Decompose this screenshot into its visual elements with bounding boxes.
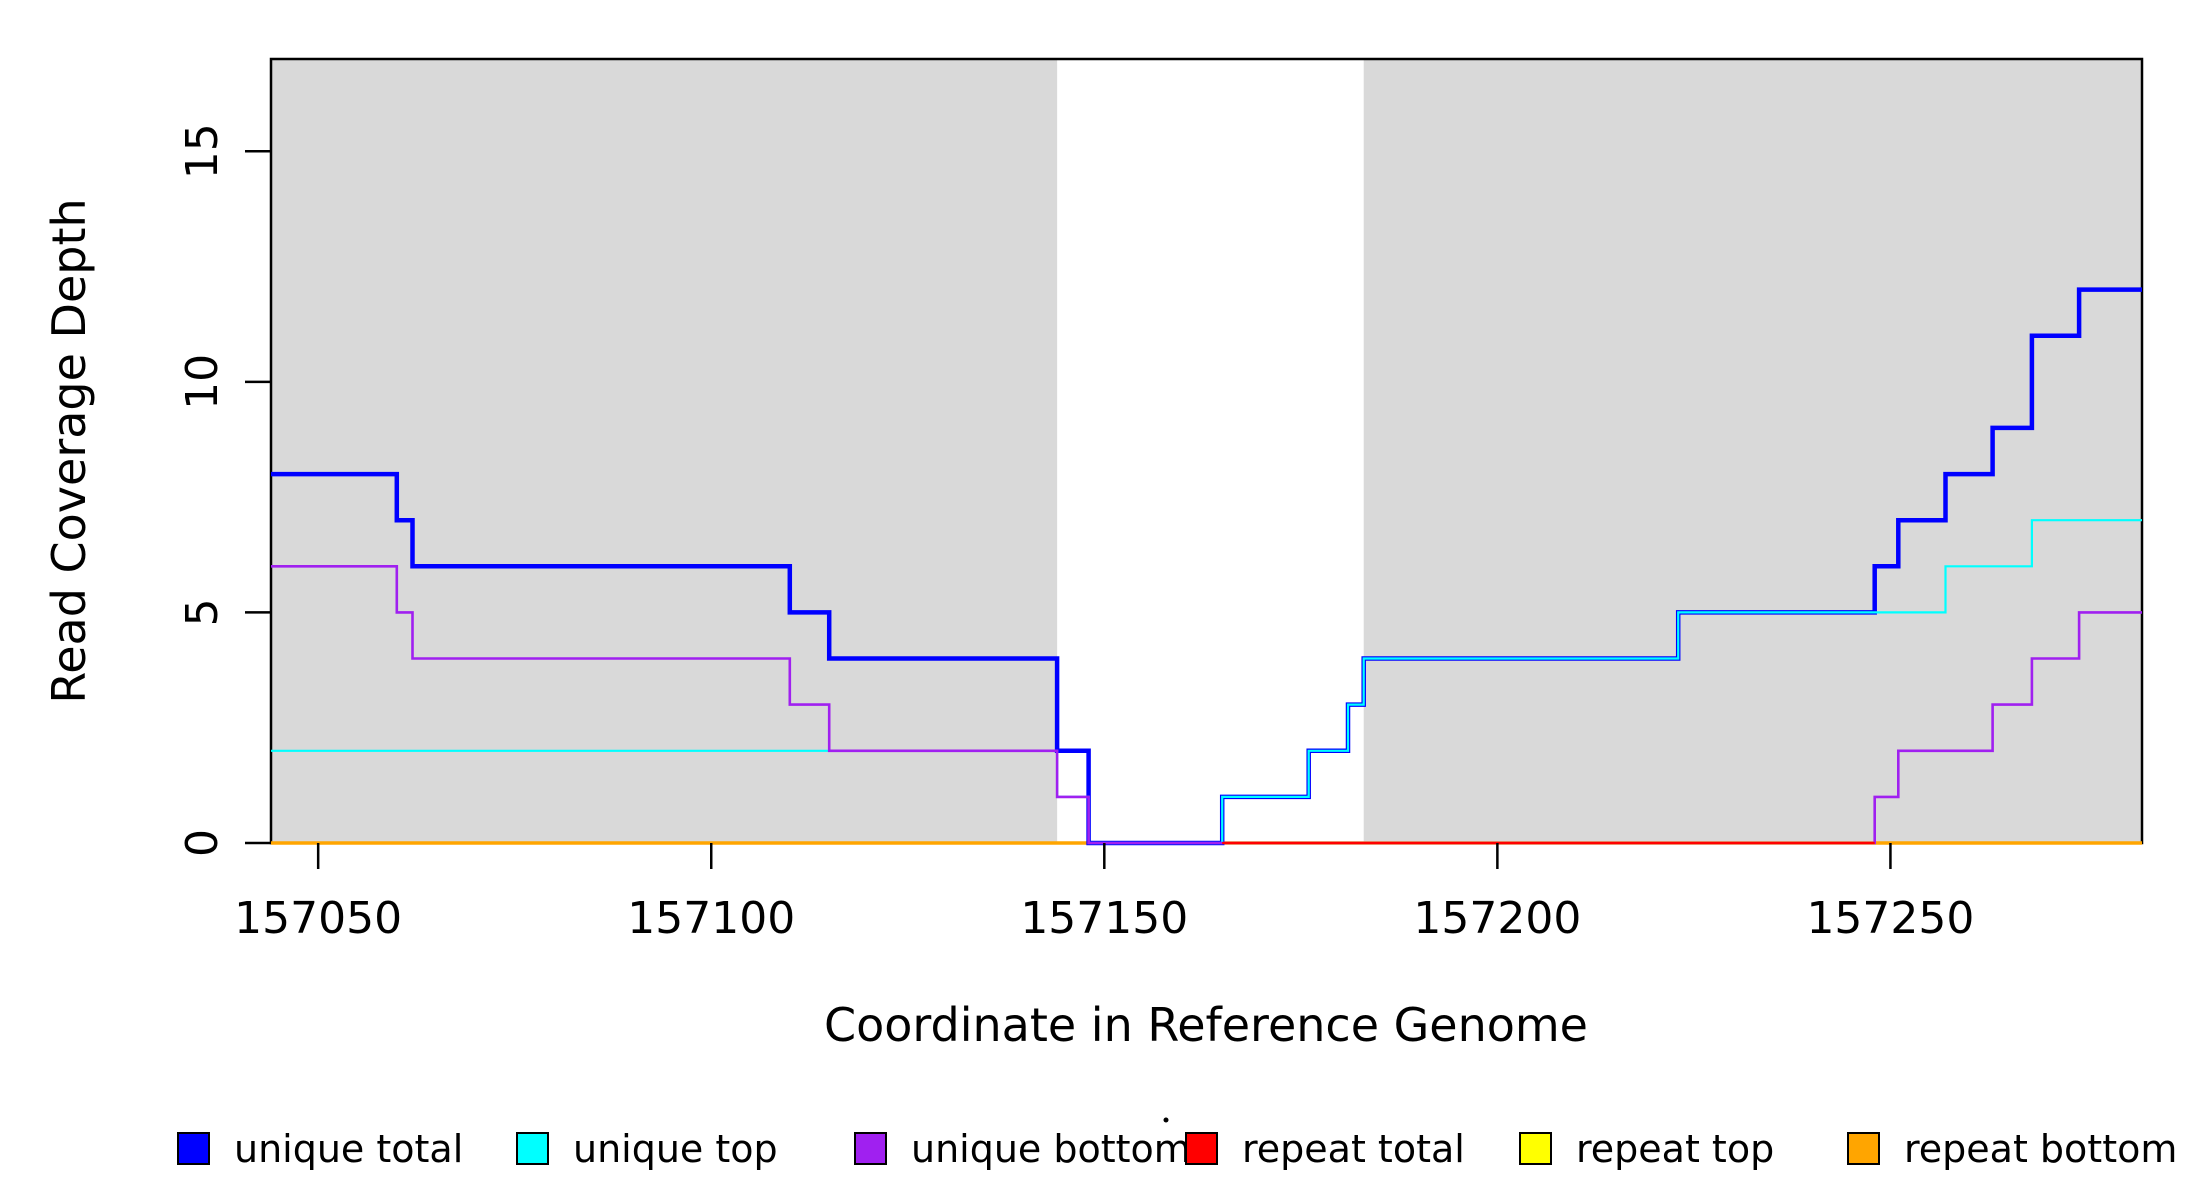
legend-swatch-repeat-total bbox=[1185, 1132, 1218, 1165]
x-axis-title: Coordinate in Reference Genome bbox=[824, 998, 1588, 1052]
shaded-repeat-region bbox=[1363, 59, 2142, 843]
series-line-unique-bottom bbox=[271, 565, 2142, 845]
x-tick-label: 157150 bbox=[1020, 893, 1188, 944]
x-tick-label: 157100 bbox=[627, 893, 795, 944]
y-tick-label: 15 bbox=[177, 123, 228, 179]
x-tick-label: 157050 bbox=[234, 893, 402, 944]
x-tick-label: 157250 bbox=[1806, 893, 1974, 944]
x-tick-label: 157200 bbox=[1413, 893, 1581, 944]
y-tick-label: 10 bbox=[177, 354, 228, 410]
y-tick-label: 0 bbox=[177, 829, 228, 857]
legend-label-unique-bottom: unique bottom bbox=[911, 1127, 1191, 1171]
legend-label-unique-total: unique total bbox=[234, 1127, 463, 1171]
legend-label-repeat-bottom: repeat bottom bbox=[1904, 1127, 2177, 1171]
shaded-repeat-region bbox=[271, 59, 1058, 843]
legend-swatch-unique-top bbox=[516, 1132, 549, 1165]
legend-label-unique-top: unique top bbox=[573, 1127, 778, 1171]
y-axis-title: Read Coverage Depth bbox=[42, 198, 96, 703]
shaded-regions bbox=[271, 59, 2142, 843]
legend-swatch-repeat-top bbox=[1519, 1132, 1552, 1165]
series-lines bbox=[271, 287, 2142, 846]
y-tick-label: 5 bbox=[177, 598, 228, 626]
legend-label-repeat-total: repeat total bbox=[1242, 1127, 1465, 1171]
legend-swatch-repeat-bottom bbox=[1847, 1132, 1880, 1165]
legend-swatch-unique-bottom bbox=[854, 1132, 887, 1165]
legend-label-repeat-top: repeat top bbox=[1576, 1127, 1774, 1171]
x-axis: 157050 157100 157150 157200 157250 bbox=[234, 843, 1974, 944]
legend-swatch-unique-total bbox=[177, 1132, 210, 1165]
stray-dot bbox=[1163, 1117, 1169, 1123]
legend: unique total unique top unique bottom repea… bbox=[177, 1127, 2177, 1171]
y-axis: 0 5 10 15 bbox=[177, 123, 271, 857]
